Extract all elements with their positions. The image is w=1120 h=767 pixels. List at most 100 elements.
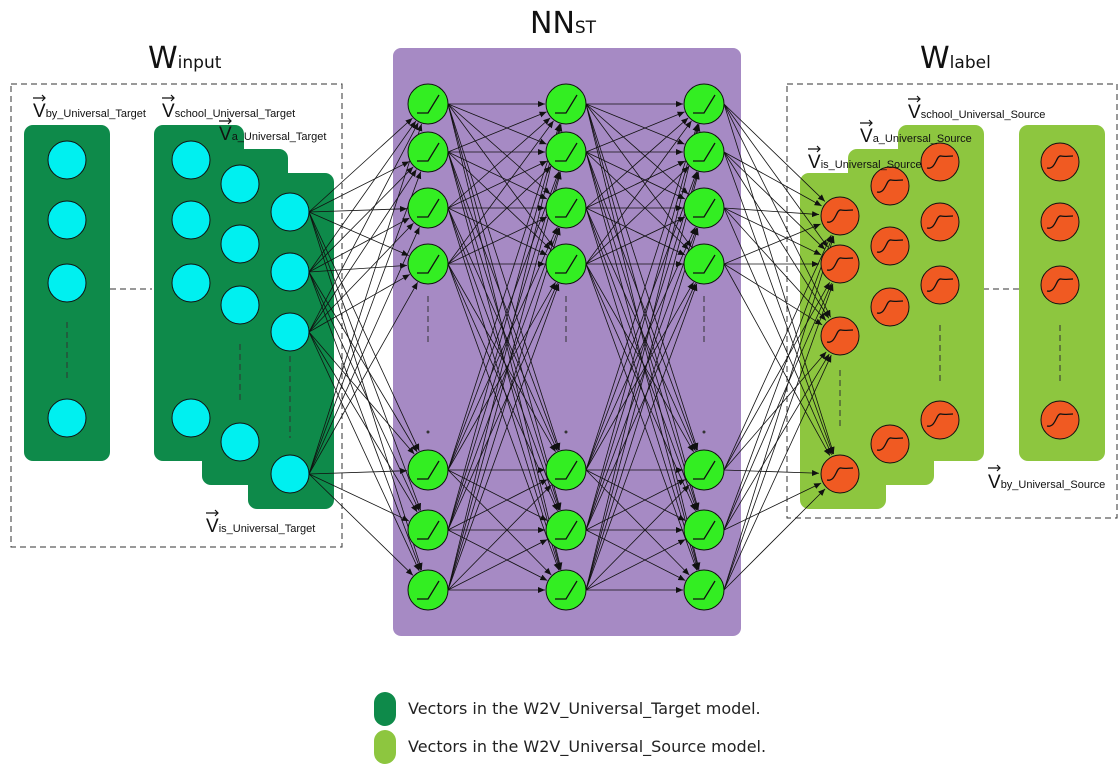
hidden-connection — [447, 171, 560, 471]
input-to-hidden-connection — [308, 262, 408, 273]
hidden-connection — [447, 124, 562, 531]
input-neuron — [220, 224, 260, 264]
hidden-to-output-connection — [723, 482, 822, 531]
hidden-connection — [585, 283, 696, 531]
hidden-to-output-connection — [723, 103, 826, 202]
hidden-connection — [447, 282, 556, 471]
hidden-to-output-connection — [723, 103, 828, 248]
output-neuron — [870, 166, 910, 206]
input-to-hidden-connection — [308, 222, 414, 333]
hidden-connection — [585, 124, 701, 591]
output-neuron — [1040, 142, 1080, 182]
hidden-connection — [447, 283, 558, 531]
input-neuron — [47, 263, 87, 303]
output-neuron — [920, 202, 960, 242]
input-to-hidden-connection — [308, 331, 420, 572]
hidden-connection — [447, 103, 563, 570]
legend-swatch-target — [374, 692, 396, 726]
hidden-connection — [447, 117, 551, 209]
hidden-connection — [585, 216, 686, 265]
input-to-hidden-connection — [308, 331, 418, 513]
neurons — [47, 83, 1080, 611]
legend: Vectors in the W2V_Universal_Target mode… — [374, 692, 766, 764]
label-label-by: Vby_Universal_Source — [988, 464, 1105, 493]
input-neuron — [171, 263, 211, 303]
input-to-hidden-connection — [308, 117, 413, 213]
input-to-hidden-connection — [308, 473, 414, 576]
hidden-neuron — [683, 449, 725, 491]
input-label-is: Vis_Universal_Target — [206, 509, 315, 537]
hidden-to-output-connection — [723, 469, 820, 477]
output-neuron — [870, 424, 910, 464]
output-neuron — [920, 142, 960, 182]
hidden-connection — [585, 171, 699, 531]
hidden-connection — [585, 171, 698, 471]
input-label-school: Vschool_Universal_Target — [162, 94, 295, 122]
hidden-neuron — [683, 243, 725, 285]
hidden-connection — [447, 103, 562, 510]
legend-label-target: Vectors in the W2V_Universal_Target mode… — [408, 699, 761, 719]
hidden-connection — [447, 166, 552, 265]
label-layer-frame — [786, 83, 1118, 519]
hidden-to-output-connection — [723, 223, 821, 265]
input-to-hidden-connection — [308, 123, 423, 475]
hidden-neuron — [545, 83, 587, 125]
hidden-neuron — [545, 449, 587, 491]
hidden-connection — [585, 103, 685, 145]
label-label-school: Vschool_Universal_Source — [908, 95, 1045, 123]
hidden-connection — [585, 207, 696, 452]
input-neuron — [220, 164, 260, 204]
legend-item-source: Vectors in the W2V_Universal_Source mode… — [374, 730, 766, 764]
output-neuron — [870, 226, 910, 266]
svg-text:Vby_Universal_Target: Vby_Universal_Target — [33, 101, 146, 122]
label-label-a: Va_Universal_Source — [860, 119, 972, 147]
hidden-connection — [447, 216, 548, 265]
output-neuron — [870, 287, 910, 327]
hidden-to-output-connection — [723, 283, 834, 591]
hidden-connection — [585, 207, 699, 571]
hidden-neuron — [683, 131, 725, 173]
ellipsis-dot — [426, 430, 430, 434]
hidden-to-output-connection — [723, 488, 826, 591]
hidden-connection — [447, 151, 560, 451]
hidden-connection — [447, 160, 548, 209]
hidden-neuron — [407, 569, 449, 611]
input-neuron — [270, 252, 310, 292]
hidden-connection — [585, 103, 689, 195]
hidden-to-output-connection — [723, 207, 822, 256]
input-to-hidden-connection — [308, 271, 418, 453]
hidden-connection — [585, 124, 700, 531]
hidden-connection — [447, 171, 561, 531]
legend-item-target: Vectors in the W2V_Universal_Target mode… — [374, 692, 761, 726]
hidden-to-output-connection — [723, 263, 831, 456]
hidden-connection — [585, 282, 694, 471]
hidden-connection — [447, 469, 552, 576]
input-to-hidden-connection — [308, 120, 417, 273]
hidden-connection — [585, 484, 690, 591]
input-label-a: Va_Universal_Target — [219, 117, 326, 145]
hidden-to-output-connection — [723, 234, 832, 471]
ellipsis-dot — [564, 430, 568, 434]
ellipsis-dot — [702, 430, 706, 434]
hidden-connection — [585, 111, 685, 153]
hidden-connection — [585, 123, 699, 471]
hidden-connection — [585, 469, 690, 576]
hidden-connection — [447, 151, 552, 250]
network-box — [393, 48, 741, 636]
output-neuron — [920, 400, 960, 440]
hidden-neuron — [545, 509, 587, 551]
hidden-connection — [585, 207, 698, 511]
hidden-neuron — [407, 131, 449, 173]
hidden-connection — [585, 283, 698, 591]
input-neuron — [171, 140, 211, 180]
hidden-connection — [447, 226, 558, 471]
svg-text:Vschool_Universal_Source: Vschool_Universal_Source — [908, 102, 1045, 123]
input-to-hidden-connection — [308, 467, 408, 475]
input-neuron — [270, 312, 310, 352]
hidden-connection — [585, 151, 699, 511]
hidden-connection — [585, 103, 699, 451]
hidden-connection — [585, 120, 692, 265]
hidden-connection — [585, 226, 696, 471]
hidden-to-output-connection — [723, 283, 832, 531]
